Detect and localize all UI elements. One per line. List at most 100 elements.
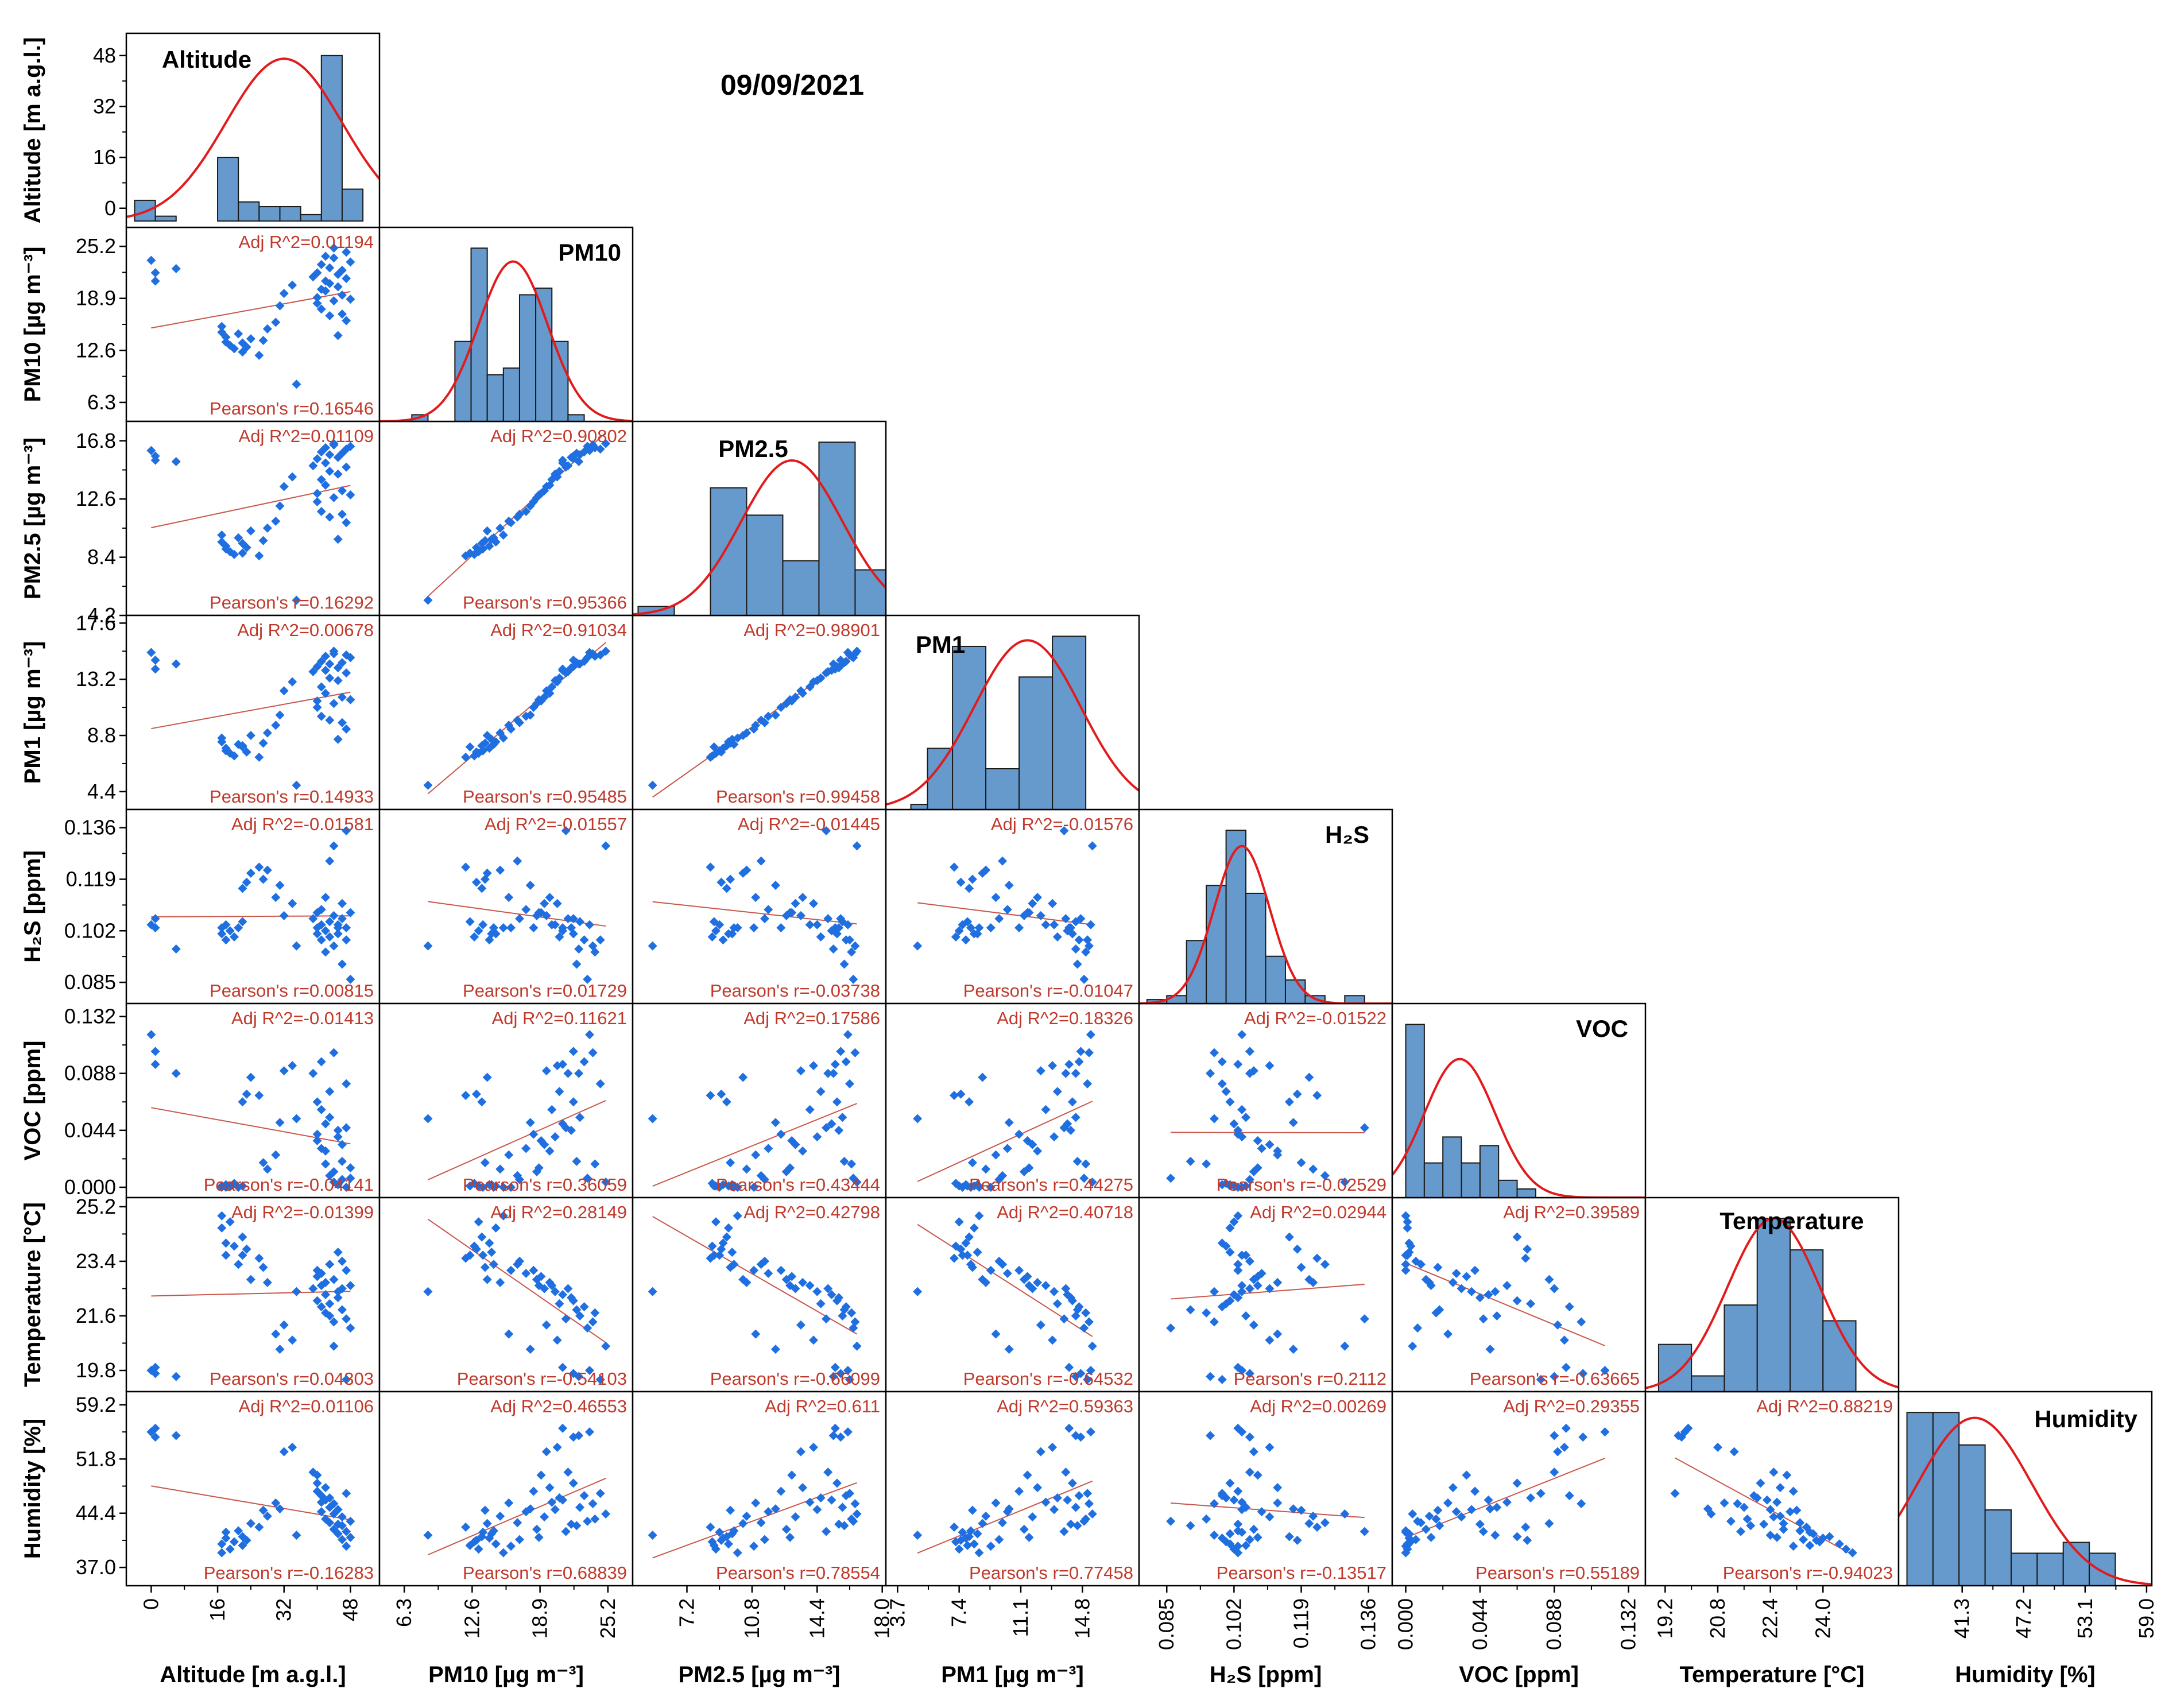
data-point xyxy=(316,1269,326,1279)
data-point xyxy=(485,1238,494,1248)
regression-line xyxy=(428,1100,606,1180)
data-point xyxy=(756,856,766,866)
data-point xyxy=(487,535,497,544)
data-point xyxy=(547,1105,557,1114)
data-point xyxy=(1081,1159,1091,1169)
data-point xyxy=(498,1548,508,1558)
data-point xyxy=(1237,1281,1247,1291)
data-point xyxy=(1064,1423,1074,1433)
x-tick-label: 10.8 xyxy=(740,1598,764,1639)
data-point xyxy=(568,1097,578,1107)
data-point xyxy=(1084,1499,1094,1509)
data-point xyxy=(1209,1048,1219,1058)
data-point xyxy=(171,1372,181,1381)
data-point xyxy=(588,1499,598,1509)
data-point xyxy=(601,1177,611,1187)
data-point xyxy=(1072,1521,1082,1531)
adj-r2-label: Adj R^2=0.29355 xyxy=(1503,1396,1640,1416)
data-point xyxy=(994,1535,1004,1544)
data-point xyxy=(1166,1516,1176,1526)
data-point xyxy=(742,728,752,738)
adj-r2-label: Adj R^2=-0.01557 xyxy=(485,814,627,834)
pearson-r-label: Pearson's r=0.36059 xyxy=(463,1175,627,1195)
histogram-content xyxy=(633,441,886,615)
data-point xyxy=(1237,1030,1247,1040)
data-point xyxy=(986,1265,996,1275)
y-axis-title: PM10 [µg m⁻³] xyxy=(20,247,45,402)
data-point xyxy=(1786,1507,1795,1517)
x-tick-label: 20.8 xyxy=(1706,1598,1729,1639)
data-point xyxy=(1451,1507,1461,1517)
data-point xyxy=(262,1164,272,1174)
pearson-r-label: Pearson's r=-0.13517 xyxy=(1217,1563,1386,1583)
data-point xyxy=(1742,1514,1752,1524)
data-point xyxy=(312,497,322,507)
data-point xyxy=(1834,1539,1844,1549)
data-point xyxy=(1024,1163,1034,1173)
panel-frame xyxy=(885,1002,1140,1199)
panel-content xyxy=(913,1211,1097,1384)
data-point xyxy=(595,1489,605,1498)
data-point xyxy=(770,710,780,720)
data-point xyxy=(495,523,505,533)
data-point xyxy=(574,1431,584,1440)
data-point xyxy=(561,1314,571,1324)
data-point xyxy=(288,1061,297,1071)
data-point xyxy=(423,595,433,605)
data-point xyxy=(480,1262,490,1272)
data-point xyxy=(342,826,351,835)
histogram-bar xyxy=(1186,940,1207,1004)
data-point xyxy=(333,929,343,939)
pearson-r-label: Pearson's r=-0.54103 xyxy=(457,1369,627,1389)
data-point xyxy=(760,914,769,924)
data-point xyxy=(258,738,268,748)
x-tick-label: 25.2 xyxy=(596,1598,619,1639)
data-point xyxy=(1061,1068,1071,1078)
histogram-bar xyxy=(320,55,343,222)
data-point xyxy=(312,293,322,303)
scatter-panel-h2s-vs-pm10: Adj R^2=-0.01557 Pearson's r=0.01729 xyxy=(378,808,634,1005)
data-point xyxy=(1502,1497,1512,1507)
data-point xyxy=(1805,1540,1815,1550)
adj-r2-label: Adj R^2=-0.01581 xyxy=(231,814,374,834)
data-point xyxy=(1308,1511,1318,1521)
panel-frame xyxy=(632,614,887,811)
data-point xyxy=(279,911,289,920)
data-point xyxy=(1249,1275,1258,1284)
data-point xyxy=(785,695,795,704)
panel-content xyxy=(1166,1211,1369,1384)
data-point xyxy=(1041,1105,1051,1114)
data-point xyxy=(738,1519,748,1528)
data-point xyxy=(545,1277,555,1287)
y-axis-pm25: 4.2 8.4 12.6 16.8 PM2.5 [µg m⁻³] xyxy=(20,429,126,627)
regression-line xyxy=(652,1482,857,1559)
data-point xyxy=(292,1287,301,1296)
data-point xyxy=(1772,1532,1782,1542)
data-point xyxy=(1288,1345,1298,1354)
data-point xyxy=(1067,1097,1077,1107)
data-point xyxy=(1421,1524,1431,1534)
data-point xyxy=(254,350,264,360)
data-point xyxy=(836,1047,846,1056)
data-point xyxy=(1253,1281,1262,1291)
y-tick-label: 25.2 xyxy=(76,1195,116,1218)
data-point xyxy=(1245,1432,1254,1442)
data-point xyxy=(229,1537,239,1547)
data-point xyxy=(1782,1470,1792,1480)
histogram-bar xyxy=(238,201,260,222)
data-point xyxy=(254,752,264,762)
data-point xyxy=(981,1277,991,1287)
data-point xyxy=(760,718,769,727)
data-point xyxy=(722,884,731,893)
histogram-bar xyxy=(1423,1162,1444,1198)
data-point xyxy=(529,1129,539,1139)
data-point xyxy=(337,1140,347,1149)
data-point xyxy=(706,1253,715,1263)
y-axis-voc: 0.000 0.044 0.088 0.132 VOC [ppm] xyxy=(20,1005,126,1199)
data-point xyxy=(1048,1335,1058,1345)
data-point xyxy=(595,1374,605,1384)
scatter-panel-pm25-vs-altitude: Adj R^2=0.01109 Pearson's r=0.16292 xyxy=(125,420,381,617)
panel-content xyxy=(1166,1423,1369,1558)
data-point xyxy=(495,728,505,738)
data-point xyxy=(561,462,571,472)
